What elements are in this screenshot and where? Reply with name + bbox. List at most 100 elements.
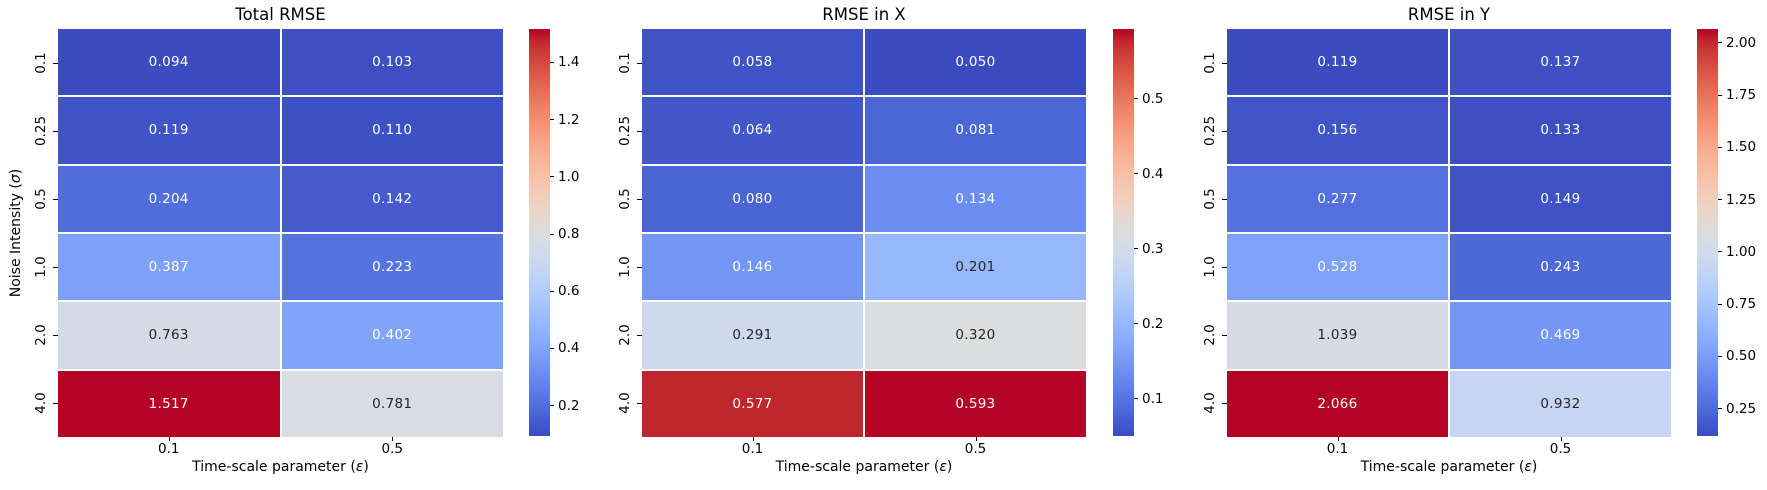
colorbar-tick-mark — [1718, 146, 1722, 148]
heatmap-cell: 0.204 — [58, 165, 280, 232]
colorbar-tick-label: 1.4 — [558, 54, 580, 71]
cell-value: 0.528 — [1317, 259, 1358, 276]
y-tick-mark — [637, 334, 642, 336]
heatmap-cell: 0.133 — [1450, 97, 1671, 164]
cell-value: 2.066 — [1317, 395, 1358, 412]
heatmap-cell: 0.528 — [1227, 234, 1448, 301]
y-tick-label: 0.25 — [617, 115, 633, 147]
y-tick-label: 0.25 — [1202, 115, 1218, 147]
cell-value: 0.137 — [1540, 54, 1581, 71]
y-tick-label: 2.0 — [1202, 324, 1218, 346]
y-tick-mark — [1222, 62, 1227, 64]
colorbar-tick-label: 0.2 — [558, 397, 580, 414]
colorbar-tick-mark — [550, 233, 554, 235]
heatmap-cell: 1.517 — [58, 370, 280, 437]
cell-value: 0.094 — [148, 54, 189, 71]
y-tick-mark — [637, 198, 642, 200]
cell-value: 0.932 — [1540, 395, 1581, 412]
x-tick-label: 0.1 — [741, 441, 764, 457]
cell-value: 0.763 — [148, 327, 189, 344]
heatmap-grid: 0.094 0.103 0.119 0.110 0.204 0.142 0.387 0.223… — [58, 29, 503, 437]
colorbar-tick-label: 1.00 — [1726, 243, 1757, 260]
cell-value: 0.277 — [1317, 190, 1358, 207]
colorbar-tick-label: 0.4 — [1142, 165, 1164, 182]
colorbar-tick-label: 0.75 — [1726, 296, 1757, 313]
y-tick-mark — [1222, 402, 1227, 404]
cell-value: 0.119 — [1317, 54, 1358, 71]
heatmap-grid: 0.058 0.050 0.064 0.081 0.080 0.134 0.146 0.201… — [642, 29, 1086, 437]
heatmap-cell: 0.402 — [281, 302, 503, 369]
cell-value: 0.134 — [955, 190, 996, 207]
heatmap-cell: 2.066 — [1227, 370, 1448, 437]
heatmap-cell: 0.156 — [1227, 97, 1448, 164]
chart-title: RMSE in X — [822, 5, 906, 24]
heatmap-cell: 0.058 — [642, 29, 863, 96]
heatmap-cell: 0.387 — [58, 234, 280, 301]
colorbar-tick-mark — [1134, 173, 1138, 175]
y-tick-mark — [637, 130, 642, 132]
colorbar-tick-mark — [1134, 98, 1138, 100]
heatmap-cell: 0.577 — [642, 370, 863, 437]
x-axis-label: Time-scale parameter (ε) — [1360, 459, 1538, 475]
cell-value: 0.142 — [372, 190, 413, 207]
heatmap-cell: 0.119 — [58, 97, 280, 164]
colorbar-tick-mark — [1134, 398, 1138, 400]
y-tick-label: 4.0 — [33, 392, 49, 414]
cell-value: 0.243 — [1540, 259, 1581, 276]
y-tick-label: 0.1 — [617, 52, 633, 74]
colorbar — [1697, 29, 1718, 436]
heatmap-cell: 0.469 — [1450, 302, 1671, 369]
colorbar-tick-mark — [1718, 408, 1722, 410]
heatmap-cell: 0.103 — [281, 29, 503, 96]
heatmap-cell: 0.243 — [1450, 234, 1671, 301]
cell-value: 0.593 — [955, 395, 996, 412]
y-tick-mark — [1222, 266, 1227, 268]
cell-value: 0.050 — [955, 54, 996, 71]
colorbar-tick-mark — [550, 61, 554, 63]
subplot-total-rmse: Total RMSE Noise Intensity (σ) 0.094 0.10… — [8, 0, 610, 490]
y-tick-label: 0.5 — [33, 188, 49, 210]
x-axis-label: Time-scale parameter (ε) — [775, 459, 953, 475]
y-tick-mark — [53, 334, 58, 336]
colorbar-tick-mark — [1134, 248, 1138, 250]
colorbar-tick-label: 0.2 — [1142, 315, 1164, 332]
colorbar-tick-mark — [1718, 355, 1722, 357]
cell-value: 0.110 — [372, 122, 413, 139]
y-tick-mark — [53, 198, 58, 200]
heatmap-cell: 0.223 — [281, 234, 503, 301]
cell-value: 0.081 — [955, 122, 996, 139]
heatmap-cell: 0.593 — [865, 370, 1086, 437]
colorbar-tick-label: 0.1 — [1142, 390, 1164, 407]
cell-value: 0.058 — [732, 54, 773, 71]
colorbar-tick-mark — [1718, 251, 1722, 253]
heatmap-cell: 0.146 — [642, 234, 863, 301]
cell-value: 0.156 — [1317, 122, 1358, 139]
y-tick-mark — [1222, 334, 1227, 336]
cell-value: 1.517 — [148, 395, 189, 412]
y-tick-mark — [53, 62, 58, 64]
cell-value: 0.119 — [148, 122, 189, 139]
y-tick-label: 1.0 — [33, 256, 49, 278]
colorbar-tick-label: 1.2 — [558, 111, 580, 128]
colorbar-tick-mark — [550, 176, 554, 178]
subplot-rmse-y: RMSE in Y 0.119 0.137 0.156 0.133 0.277 0.149… — [1202, 0, 1767, 490]
colorbar — [1113, 29, 1134, 436]
colorbar-tick-label: 0.6 — [558, 283, 580, 300]
heatmap-cell: 0.291 — [642, 302, 863, 369]
colorbar — [529, 29, 550, 436]
heatmap-cell: 0.763 — [58, 302, 280, 369]
y-tick-mark — [53, 402, 58, 404]
cell-value: 0.149 — [1540, 190, 1581, 207]
colorbar-tick-mark — [1718, 199, 1722, 201]
colorbar-tick-mark — [1718, 42, 1722, 44]
colorbar-tick-label: 1.50 — [1726, 139, 1757, 156]
y-tick-mark — [1222, 130, 1227, 132]
x-tick-label: 0.5 — [381, 441, 403, 457]
heatmap-cell: 0.110 — [281, 97, 503, 164]
y-tick-label: 0.1 — [33, 52, 49, 74]
cell-value: 0.320 — [955, 327, 996, 344]
heatmap-cell: 0.781 — [281, 370, 503, 437]
cell-value: 0.080 — [732, 190, 773, 207]
x-tick-mark — [752, 437, 754, 441]
